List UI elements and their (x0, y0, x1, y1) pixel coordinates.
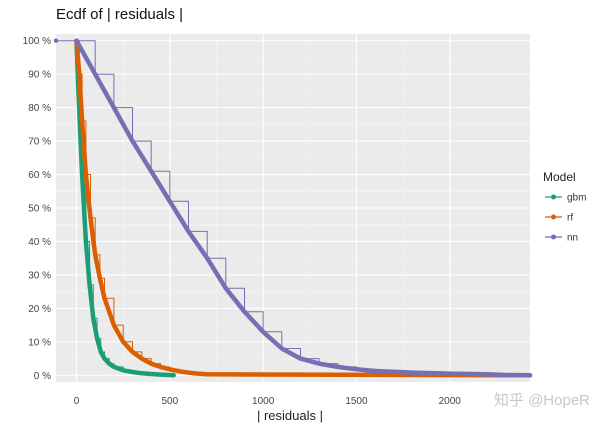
data-point-nn (527, 373, 533, 378)
x-axis-ticks: 0 500 1000 1500 2000 (74, 396, 462, 407)
legend-item-nn: nn (545, 233, 578, 244)
legend-key-point (551, 214, 556, 220)
legend-item-gbm: gbm (545, 193, 586, 204)
x-tick-label: 0 (74, 396, 80, 407)
y-tick-label: 100 % (23, 36, 51, 47)
x-tick-label: 2000 (439, 396, 462, 407)
x-tick-label: 500 (161, 396, 178, 407)
data-point-nn (53, 38, 59, 43)
series-nn (53, 38, 533, 378)
y-tick-label: 30 % (28, 270, 51, 281)
legend-item-rf: rf (545, 213, 573, 224)
y-tick-label: 40 % (28, 237, 51, 248)
y-tick-label: 0 % (34, 371, 51, 382)
y-tick-label: 70 % (28, 137, 51, 148)
y-tick-label: 80 % (28, 103, 51, 114)
legend: gbm rf nn (545, 193, 586, 244)
series-band-rf (74, 38, 533, 378)
y-tick-label: 60 % (28, 170, 51, 181)
series-band-gbm (74, 38, 176, 378)
data-point-gbm (171, 373, 176, 378)
y-tick-label: 20 % (28, 304, 51, 315)
watermark: 知乎 @HopeR (494, 392, 590, 409)
legend-label: rf (567, 213, 573, 224)
legend-label: gbm (567, 193, 586, 204)
y-tick-label: 10 % (28, 337, 51, 348)
x-axis-title: | residuals | (257, 408, 323, 423)
y-axis-ticks: 0 % 10 % 20 % 30 % 40 % 50 % 60 % 70 % 80 % 90 % 1… (23, 36, 51, 382)
grid-layer (56, 34, 530, 382)
series-band-nn (74, 38, 533, 378)
series-layer (53, 38, 533, 378)
legend-key-point (551, 194, 556, 200)
x-tick-label: 1000 (252, 396, 275, 407)
y-tick-label: 90 % (28, 70, 51, 81)
legend-key-point (551, 234, 556, 240)
legend-label: nn (567, 233, 578, 244)
y-tick-label: 50 % (28, 204, 51, 215)
x-tick-label: 1500 (345, 396, 368, 407)
legend-title: Model (543, 170, 576, 184)
chart-title: Ecdf of | residuals | (56, 6, 183, 23)
